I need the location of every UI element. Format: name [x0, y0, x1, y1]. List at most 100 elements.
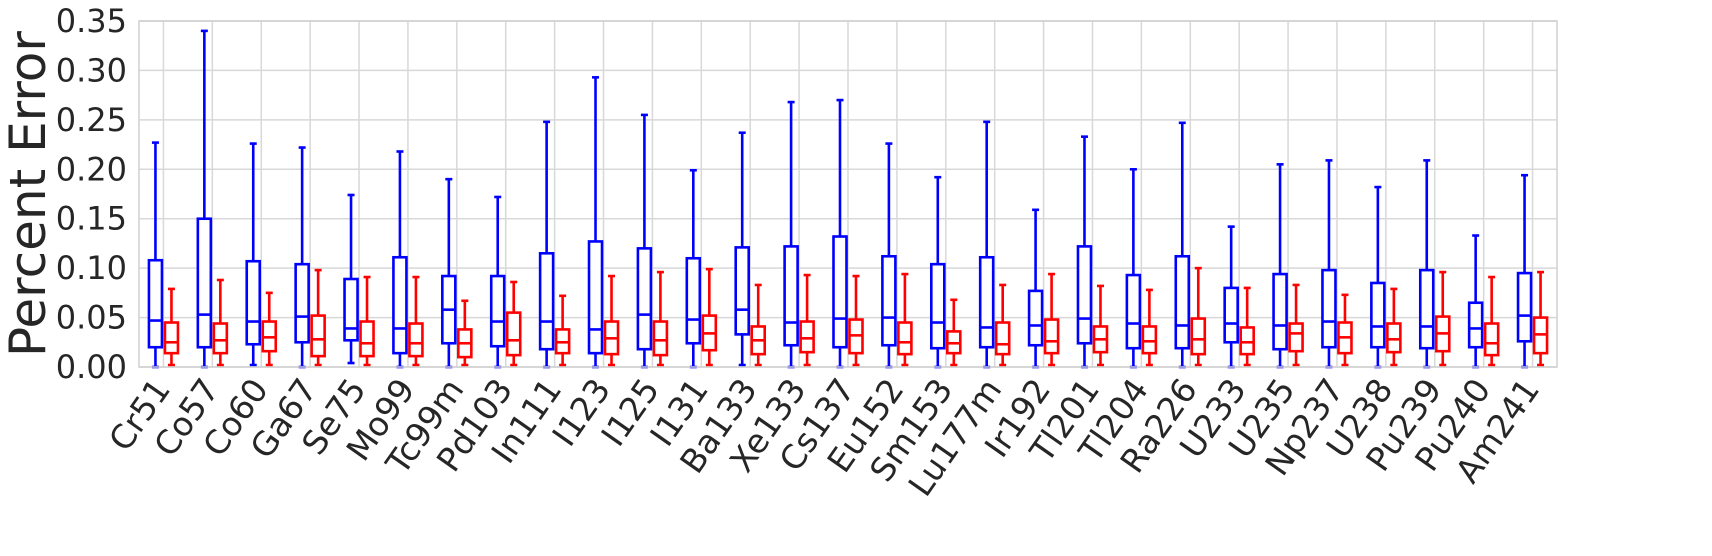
- plot-frame: [138, 20, 1558, 368]
- box-Co60-series-1: [245, 142, 262, 367]
- y-tick-label: 0.20: [56, 150, 127, 188]
- y-tick-label: 0.10: [56, 249, 127, 287]
- box-U238-series-2: [1386, 287, 1402, 367]
- box-body: [587, 240, 604, 355]
- box-body: [929, 262, 946, 350]
- box-Pu240-series-2: [1483, 275, 1500, 367]
- box-body: [994, 321, 1011, 356]
- box-body: [196, 217, 213, 349]
- box-body: [1043, 318, 1060, 355]
- box-body: [978, 255, 995, 349]
- box-body: [245, 259, 262, 346]
- box-Cs137-series-2: [848, 274, 864, 367]
- box-Tl201-series-1: [1076, 135, 1093, 369]
- box-In111-series-2: [554, 294, 571, 367]
- box-I125-series-2: [652, 270, 669, 367]
- box-body: [1190, 317, 1207, 356]
- box-body: [1288, 322, 1304, 353]
- box-body: [1321, 268, 1337, 349]
- box-Am241-series-2: [1532, 270, 1549, 367]
- box-body: [1141, 325, 1158, 355]
- box-body: [343, 277, 359, 342]
- box-Tl204-series-2: [1141, 288, 1158, 367]
- box-I131-series-2: [701, 267, 718, 367]
- box-body: [212, 322, 229, 355]
- box-body: [310, 314, 326, 358]
- box-body: [1418, 268, 1435, 350]
- box-body: [881, 254, 897, 347]
- box-U233-series-2: [1239, 286, 1255, 367]
- box-body: [652, 320, 669, 357]
- box-Eu152-series-1: [881, 142, 897, 369]
- y-tick-labels: 0.00 0.05 0.10 0.15 0.20 0.25 0.30 0.35: [56, 2, 127, 386]
- box-Lu177m-series-2: [994, 283, 1011, 367]
- box-Cs137-series-1: [832, 98, 848, 369]
- box-I123-series-1: [587, 76, 604, 369]
- box-Ra226-series-1: [1174, 121, 1191, 369]
- box-body: [1386, 322, 1402, 354]
- box-I123-series-2: [603, 274, 620, 367]
- box-U235-series-2: [1288, 283, 1304, 367]
- box-body: [1239, 326, 1255, 356]
- box-body: [392, 255, 408, 355]
- box-U238-series-1: [1370, 185, 1386, 369]
- y-tick-label: 0.25: [56, 101, 127, 139]
- box-body: [1027, 289, 1044, 347]
- box-body: [1467, 301, 1484, 349]
- box-Se75-series-1: [343, 193, 359, 365]
- box-body: [538, 252, 555, 351]
- box-Sm153-series-2: [945, 298, 962, 367]
- box-body: [783, 245, 799, 347]
- box-Mo99-series-2: [408, 275, 424, 367]
- box-body: [294, 262, 310, 344]
- box-Np237-series-1: [1321, 159, 1337, 369]
- box-Pd103-series-1: [489, 195, 506, 369]
- box-body: [505, 311, 522, 357]
- box-body: [636, 247, 653, 351]
- box-body: [685, 256, 702, 345]
- box-Ba133-series-2: [750, 283, 767, 367]
- box-Tc99m-series-2: [457, 299, 473, 367]
- box-body: [163, 321, 180, 355]
- box-Ga67-series-2: [310, 268, 326, 367]
- box-body: [1370, 281, 1386, 349]
- box-body: [1174, 254, 1191, 350]
- box-body: [1125, 273, 1142, 350]
- box-Ra226-series-2: [1190, 266, 1207, 367]
- box-Pu239-series-2: [1434, 270, 1451, 367]
- box-body: [897, 321, 913, 356]
- box-Ba133-series-1: [734, 131, 751, 367]
- box-Co57-series-1: [196, 29, 213, 369]
- box-Tl204-series-1: [1125, 167, 1142, 369]
- box-Ga67-series-1: [294, 146, 310, 369]
- box-body: [147, 258, 164, 349]
- box-body: [1223, 286, 1239, 344]
- box-Se75-series-2: [359, 275, 375, 367]
- y-tick-label: 0.00: [56, 348, 127, 386]
- box-body: [832, 235, 848, 349]
- box-body: [734, 246, 751, 336]
- box-In111-series-1: [538, 120, 555, 369]
- box-body: [489, 274, 506, 348]
- box-Tl201-series-2: [1092, 284, 1109, 367]
- box-Sm153-series-1: [929, 175, 946, 369]
- box-Ir192-series-2: [1043, 272, 1060, 367]
- box-body: [359, 320, 375, 358]
- box-Pd103-series-2: [505, 280, 522, 367]
- box-body: [1272, 272, 1288, 351]
- box-Co60-series-2: [261, 291, 278, 367]
- y-tick-label: 0.30: [56, 51, 127, 89]
- box-body: [1516, 271, 1533, 343]
- y-axis-label: Percent Error: [0, 31, 57, 357]
- box-body: [408, 322, 424, 358]
- y-tick-label: 0.05: [56, 299, 127, 337]
- box-Xe133-series-2: [799, 273, 815, 367]
- box-body: [799, 320, 815, 354]
- box-body: [1483, 322, 1500, 357]
- y-tick-label: 0.15: [56, 200, 127, 238]
- box-Lu177m-series-1: [978, 120, 995, 369]
- box-Co57-series-2: [212, 278, 229, 367]
- box-Cr51-series-1: [147, 141, 164, 369]
- box-series: [147, 29, 1549, 369]
